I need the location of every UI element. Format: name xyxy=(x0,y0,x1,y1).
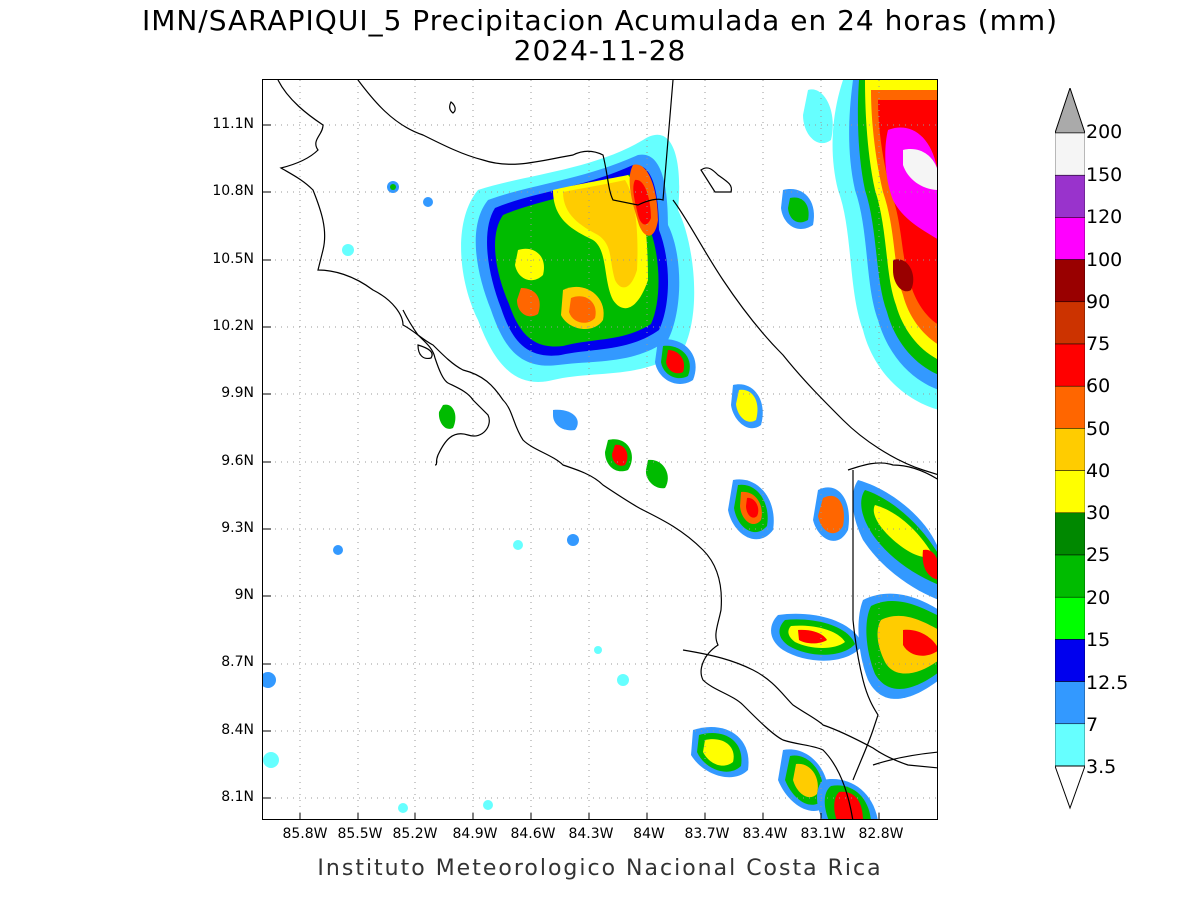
lat-tick: 8.1N xyxy=(221,789,254,805)
colorbar-label: 7 xyxy=(1086,714,1099,736)
lat-tick: 10.5N xyxy=(212,251,254,267)
lon-tick: 85.2W xyxy=(392,826,438,842)
lat-tick: 9.6N xyxy=(221,453,254,469)
colorbar-segment xyxy=(1055,301,1085,345)
colorbar-segment xyxy=(1055,174,1085,218)
colorbar-segment xyxy=(1055,596,1085,640)
colorbar-segment xyxy=(1055,385,1085,429)
colorbar-label: 75 xyxy=(1086,333,1111,355)
colorbar-segment xyxy=(1055,512,1085,556)
colorbar-label: 12.5 xyxy=(1086,672,1129,694)
colorbar-label: 40 xyxy=(1086,460,1111,482)
lon-tick: 83.1W xyxy=(800,826,846,842)
colorbar-label: 90 xyxy=(1086,291,1111,313)
colorbar-label: 100 xyxy=(1086,249,1123,271)
lat-tick: 9.3N xyxy=(221,520,254,536)
rain-cell-north xyxy=(461,134,695,382)
lon-tick: 85.5W xyxy=(337,826,383,842)
colorbar-segment xyxy=(1055,681,1085,725)
colorbar-segment xyxy=(1055,343,1085,387)
colorbar-label: 150 xyxy=(1086,164,1123,186)
colorbar-segment xyxy=(1055,428,1085,471)
colorbar-label: 15 xyxy=(1086,629,1111,651)
colorbar xyxy=(1055,88,1085,810)
lon-tick: 85.8W xyxy=(282,826,328,842)
map-canvas xyxy=(263,80,937,819)
colorbar-segment xyxy=(1055,217,1085,260)
rain-specks xyxy=(263,181,629,813)
colorbar-label: 30 xyxy=(1086,502,1111,524)
lon-tick: 84.3W xyxy=(568,826,614,842)
lat-tick: 9.9N xyxy=(221,385,254,401)
lon-tick: 82.8W xyxy=(858,826,904,842)
rain-cells-central xyxy=(438,339,937,600)
colorbar-segment xyxy=(1055,554,1085,598)
colorbar-segment xyxy=(1055,470,1085,514)
lat-tick: 8.4N xyxy=(221,722,254,738)
colorbar-label: 50 xyxy=(1086,418,1111,440)
colorbar-label: 3.5 xyxy=(1086,756,1117,778)
colorbar-underflow-triangle xyxy=(1055,765,1085,810)
graticule xyxy=(263,80,937,819)
lon-tick: 84.6W xyxy=(510,826,556,842)
colorbar-segment xyxy=(1055,723,1085,767)
colorbar-label: 20 xyxy=(1086,587,1111,609)
colorbar-segment xyxy=(1055,639,1085,682)
lon-tick: 84.9W xyxy=(452,826,498,842)
lat-tick: 9N xyxy=(234,587,254,603)
map-title: IMN/SARAPIQUI_5 Precipitacion Acumulada … xyxy=(141,4,1059,37)
colorbar-label: 200 xyxy=(1086,121,1123,143)
lat-tick: 8.7N xyxy=(221,654,254,670)
coastline xyxy=(277,80,937,819)
colorbar-segment xyxy=(1055,132,1085,176)
map-date: 2024-11-28 xyxy=(513,34,687,67)
rain-cell-caribbean xyxy=(781,80,937,410)
lat-tick: 10.2N xyxy=(212,318,254,334)
rain-cells-south xyxy=(691,593,937,819)
colorbar-label: 25 xyxy=(1086,544,1111,566)
lat-tick: 10.8N xyxy=(212,183,254,199)
lat-tick: 11.1N xyxy=(212,116,254,132)
footer-credit: Instituto Meteorologico Nacional Costa R… xyxy=(317,856,883,881)
precipitation-layer xyxy=(263,80,937,819)
colorbar-label: 120 xyxy=(1086,206,1123,228)
colorbar-segment xyxy=(1055,259,1085,303)
lon-tick: 83.4W xyxy=(742,826,788,842)
lon-tick: 83.7W xyxy=(684,826,730,842)
colorbar-overflow-triangle xyxy=(1055,88,1085,134)
colorbar-label: 60 xyxy=(1086,375,1111,397)
precipitation-map xyxy=(262,79,938,820)
lon-tick: 84W xyxy=(633,826,665,842)
